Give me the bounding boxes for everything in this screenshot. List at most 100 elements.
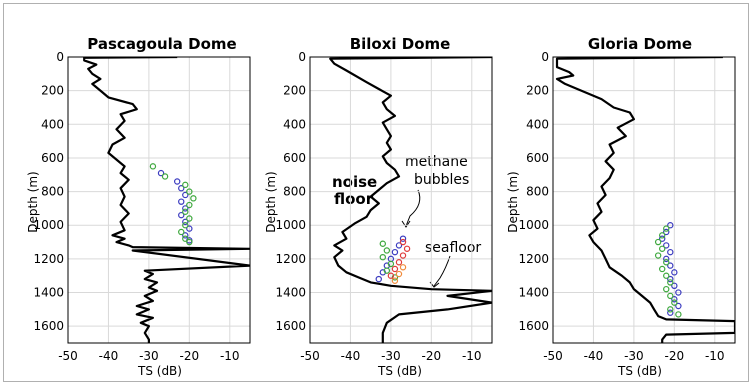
bubble-point: [671, 282, 678, 289]
series-group: [83, 57, 250, 343]
bubble-point: [182, 235, 189, 242]
panel-title: Pascagoula Dome: [87, 35, 236, 53]
x-tick-label: -10: [462, 349, 482, 363]
bubble-point: [675, 289, 682, 296]
y-tick-label: 1400: [275, 286, 306, 300]
ts-profile-line: [329, 57, 492, 343]
y-tick-label: 1200: [518, 252, 549, 266]
y-tick-label: 800: [526, 185, 549, 199]
bubble-point: [387, 260, 395, 268]
panel-biloxi: Biloxi Dome Depth (m) TS (dB) noise floo…: [264, 35, 481, 378]
y-tick-label: 200: [526, 84, 549, 98]
panel-gloria: Gloria Dome Depth (m) TS (dB): [506, 35, 692, 378]
series-group: [329, 57, 492, 343]
annotation-noise-floor-line1: noise: [332, 173, 377, 191]
bubble-point: [186, 201, 193, 209]
x-tick-label: -50: [300, 349, 320, 363]
bubble-point: [173, 178, 181, 185]
annotation-noise-floor-line2: floor: [334, 190, 374, 208]
y-axis-label: Depth (m): [264, 171, 278, 232]
y-tick-label: 400: [526, 117, 549, 131]
bubble-point: [399, 238, 407, 246]
bubble-point: [186, 238, 193, 246]
bubble-point: [182, 222, 189, 229]
bubble-point: [675, 302, 682, 310]
bubble-point: [663, 225, 670, 232]
bubble-point: [182, 181, 189, 189]
annotation-seafloor: seafloor: [425, 240, 481, 256]
bubble-point: [399, 235, 407, 242]
bubble-point: [178, 185, 185, 192]
bubble-point: [663, 242, 670, 249]
bubble-point: [391, 248, 399, 256]
x-tick-label: -40: [584, 349, 604, 363]
bubble-point: [663, 259, 670, 266]
bubble-point: [667, 306, 674, 313]
bubble-point: [399, 252, 407, 259]
bubble-point: [667, 262, 674, 269]
x-axis-label: TS (dB): [617, 364, 662, 378]
bubble-point: [182, 208, 189, 215]
bubble-point: [675, 311, 682, 318]
bubble-point: [391, 265, 399, 273]
x-tick-label: -50: [543, 349, 563, 363]
x-tick-label: -50: [58, 349, 78, 363]
y-tick-label: 1600: [33, 319, 64, 333]
bubble-point: [178, 198, 185, 205]
y-tick-label: 600: [283, 151, 306, 165]
bubble-point: [659, 245, 666, 252]
bubble-point: [387, 272, 395, 279]
bubble-point: [182, 232, 189, 239]
y-tick-label: 200: [41, 84, 64, 98]
bubble-point: [663, 285, 670, 293]
y-tick-label: 1400: [518, 286, 549, 300]
y-tick-label: 1200: [33, 252, 64, 266]
plot-area-1: -50 -40 -30 -20 -10 0 200 400 600 800 1000 1200 1400…: [33, 50, 251, 363]
bubble-point: [399, 264, 407, 271]
bubble-point: [395, 259, 403, 266]
bubble-point: [663, 272, 670, 279]
bubble-point: [182, 191, 189, 199]
bubble-point: [671, 269, 678, 276]
y-axis-label: Depth (m): [506, 171, 520, 232]
series-group: [555, 57, 735, 343]
bubble-point: [403, 245, 411, 252]
x-tick-label: -10: [705, 349, 725, 363]
x-tick-label: -20: [422, 349, 442, 363]
arrow-methane-head: [401, 220, 411, 228]
y-tick-label: 0: [56, 50, 64, 64]
x-tick-label: -20: [180, 349, 200, 363]
y-tick-label: 1000: [275, 218, 306, 232]
bubble-point: [663, 228, 670, 236]
y-tick-label: 1600: [275, 319, 306, 333]
annotation-methane-line2: bubbles: [414, 172, 469, 188]
bubble-point: [395, 270, 403, 278]
bubble-point: [375, 275, 382, 283]
y-tick-label: 800: [41, 185, 64, 199]
plot-area-3: -50 -40 -30 -20 -10 0 200 400 600 800 1000 1200 1400…: [518, 50, 736, 363]
bubble-point: [667, 275, 674, 283]
x-tick-label: -40: [341, 349, 361, 363]
bubble-point: [178, 211, 185, 219]
y-tick-label: 1200: [275, 252, 306, 266]
y-tick-label: 400: [283, 117, 306, 131]
bubble-point: [667, 292, 674, 300]
bubble-point: [383, 267, 391, 274]
bubble-point: [659, 235, 666, 242]
ts-profile-line: [555, 57, 735, 343]
bubble-point: [186, 188, 193, 195]
bubble-point: [157, 169, 165, 177]
bubble-point: [186, 225, 193, 232]
bubble-point: [659, 232, 666, 239]
plot-layer: -50 -40 -30 -20 -10 0 200 400 600 800 1000 1200 1400…: [33, 50, 736, 363]
bubble-point: [161, 173, 169, 180]
x-tick-label: -30: [381, 349, 401, 363]
plot-area-2: -50 -40 -30 -20 -10 0 200 400 600 800 1000 1200 1400…: [275, 50, 493, 363]
bubble-point: [671, 296, 678, 303]
bubble-point: [379, 240, 386, 247]
y-tick-label: 1600: [518, 319, 549, 333]
bubble-point: [654, 238, 662, 246]
y-tick-label: 400: [41, 117, 64, 131]
x-axis-label: TS (dB): [137, 364, 182, 378]
